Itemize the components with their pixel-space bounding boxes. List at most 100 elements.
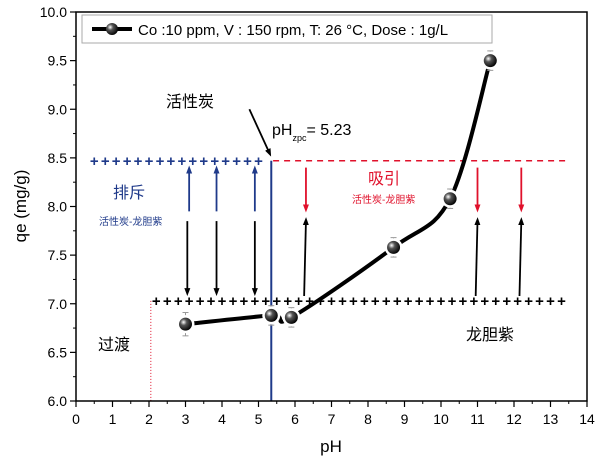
positive-charge-marker: + [90, 153, 99, 170]
x-tick-label: 13 [543, 411, 559, 427]
x-tick-label: 14 [579, 411, 595, 427]
x-tick-label: 9 [401, 411, 409, 427]
y-tick-label: 7.0 [48, 296, 68, 312]
label-pzc-tail: = 5.23 [306, 122, 351, 139]
data-point [179, 317, 192, 331]
x-tick-label: 6 [291, 411, 299, 427]
positive-charge-marker: + [371, 293, 380, 310]
legend-marker [106, 23, 118, 35]
positive-charge-marker: + [404, 293, 413, 310]
y-tick-label: 8.5 [48, 150, 68, 166]
positive-charge-marker: + [305, 293, 314, 310]
positive-charge-marker: + [240, 293, 249, 310]
positive-charge-marker: + [101, 153, 110, 170]
legend-label: Co :10 ppm, V : 150 rpm, T: 26 °C, Dose … [138, 22, 448, 39]
x-tick-label: 7 [328, 411, 336, 427]
x-tick-label: 0 [72, 411, 80, 427]
data-point [264, 308, 278, 322]
positive-charge-marker: + [243, 153, 252, 170]
x-tick-label: 2 [145, 411, 153, 427]
positive-charge-marker: + [177, 153, 186, 170]
positive-charge-marker: + [415, 293, 424, 310]
positive-charge-marker: + [134, 153, 143, 170]
data-point [284, 310, 298, 324]
black-up-arrow [302, 217, 309, 296]
positive-charge-marker: + [557, 293, 566, 310]
positive-charge-marker: + [349, 293, 358, 310]
label-activated-carbon: 活性炭 [166, 93, 214, 111]
positive-charge-marker: + [360, 293, 369, 310]
positive-charge-marker: + [152, 293, 161, 310]
positive-charge-marker: + [480, 293, 489, 310]
x-tick-label: 12 [506, 411, 522, 427]
positive-charge-marker: + [199, 153, 208, 170]
positive-charge-marker: + [546, 293, 555, 310]
label-pzc: pHzpc= 5.23 [272, 122, 352, 143]
label-transition: 过渡 [98, 336, 130, 354]
positive-charge-marker: + [272, 293, 281, 310]
positive-charge-marker: + [218, 293, 227, 310]
positive-charge-marker: + [210, 153, 219, 170]
positive-charge-marker: + [221, 153, 230, 170]
y-tick-label: 9.5 [48, 53, 68, 69]
positive-charge-marker: + [294, 293, 303, 310]
positive-charge-marker: + [524, 293, 533, 310]
axes-layer: 0 1 2 3 4 5 6 7 8 9 10 11 12 13 146.06.57.07.58.08.59.… [40, 4, 595, 427]
positive-charge-marker: + [437, 293, 446, 310]
label-pzc-main: pH [272, 122, 292, 139]
positive-charge-marker: + [459, 293, 468, 310]
x-tick-label: 4 [218, 411, 226, 427]
black-up-arrow [518, 217, 525, 296]
positive-charge-marker: + [426, 293, 435, 310]
positive-charge-marker: + [254, 153, 263, 170]
y-tick-label: 7.5 [48, 247, 68, 263]
x-tick-label: 8 [364, 411, 372, 427]
x-tick-label: 3 [182, 411, 190, 427]
positive-charge-marker: + [283, 293, 292, 310]
positive-charge-marker: + [188, 153, 197, 170]
positive-charge-marker: + [502, 293, 511, 310]
label-crystal-violet: 龙胆紫 [466, 326, 514, 344]
label-repulsion: 排斥 [113, 184, 145, 202]
y-tick-label: 8.0 [48, 199, 68, 215]
positive-charge-marker: + [167, 153, 176, 170]
pzc-pointer-arrow [248, 108, 272, 157]
positive-charge-marker: + [207, 293, 216, 310]
x-axis-label: pH [320, 437, 342, 456]
positive-charge-marker: + [123, 153, 132, 170]
positive-charge-marker: + [229, 293, 238, 310]
x-tick-label: 5 [255, 411, 263, 427]
label-pzc-sub: zpc [292, 133, 307, 143]
data-point [387, 240, 401, 254]
positive-charge-marker: + [535, 293, 544, 310]
label-attraction: 吸引 [368, 170, 400, 188]
annotation-layer: + + + + + + + + + + + + + + + ++ + + + + + + + + + + + + + + + + + + + + + + +… [90, 108, 569, 401]
positive-charge-marker: + [448, 293, 457, 310]
positive-charge-marker: + [163, 293, 172, 310]
legend: Co :10 ppm, V : 150 rpm, T: 26 °C, Dose … [81, 14, 493, 44]
positive-charge-marker: + [393, 293, 402, 310]
x-tick-label: 10 [433, 411, 449, 427]
positive-charge-marker: + [261, 293, 270, 310]
y-tick-label: 9.0 [48, 101, 68, 117]
positive-charge-marker: + [513, 293, 522, 310]
positive-charge-marker: + [491, 293, 500, 310]
y-tick-label: 10.0 [40, 4, 67, 20]
label-repulsion-sub: 活性炭-龙胆紫 [99, 215, 162, 228]
positive-charge-marker: + [156, 153, 165, 170]
positive-charge-marker: + [327, 293, 336, 310]
positive-charge-marker: + [338, 293, 347, 310]
data-point [483, 54, 497, 68]
positive-charge-marker: + [382, 293, 391, 310]
y-tick-label: 6.0 [48, 393, 68, 409]
positive-charge-marker: + [196, 293, 205, 310]
label-attraction-sub: 活性炭-龙胆紫 [352, 193, 415, 206]
positive-charge-marker: + [250, 293, 259, 310]
x-tick-label: 1 [109, 411, 117, 427]
y-axis-label: qe (mg/g) [11, 170, 30, 243]
positive-charge-marker: + [469, 293, 478, 310]
positive-charge-marker: + [145, 153, 154, 170]
y-tick-label: 6.5 [48, 344, 68, 360]
data-layer [176, 50, 500, 337]
